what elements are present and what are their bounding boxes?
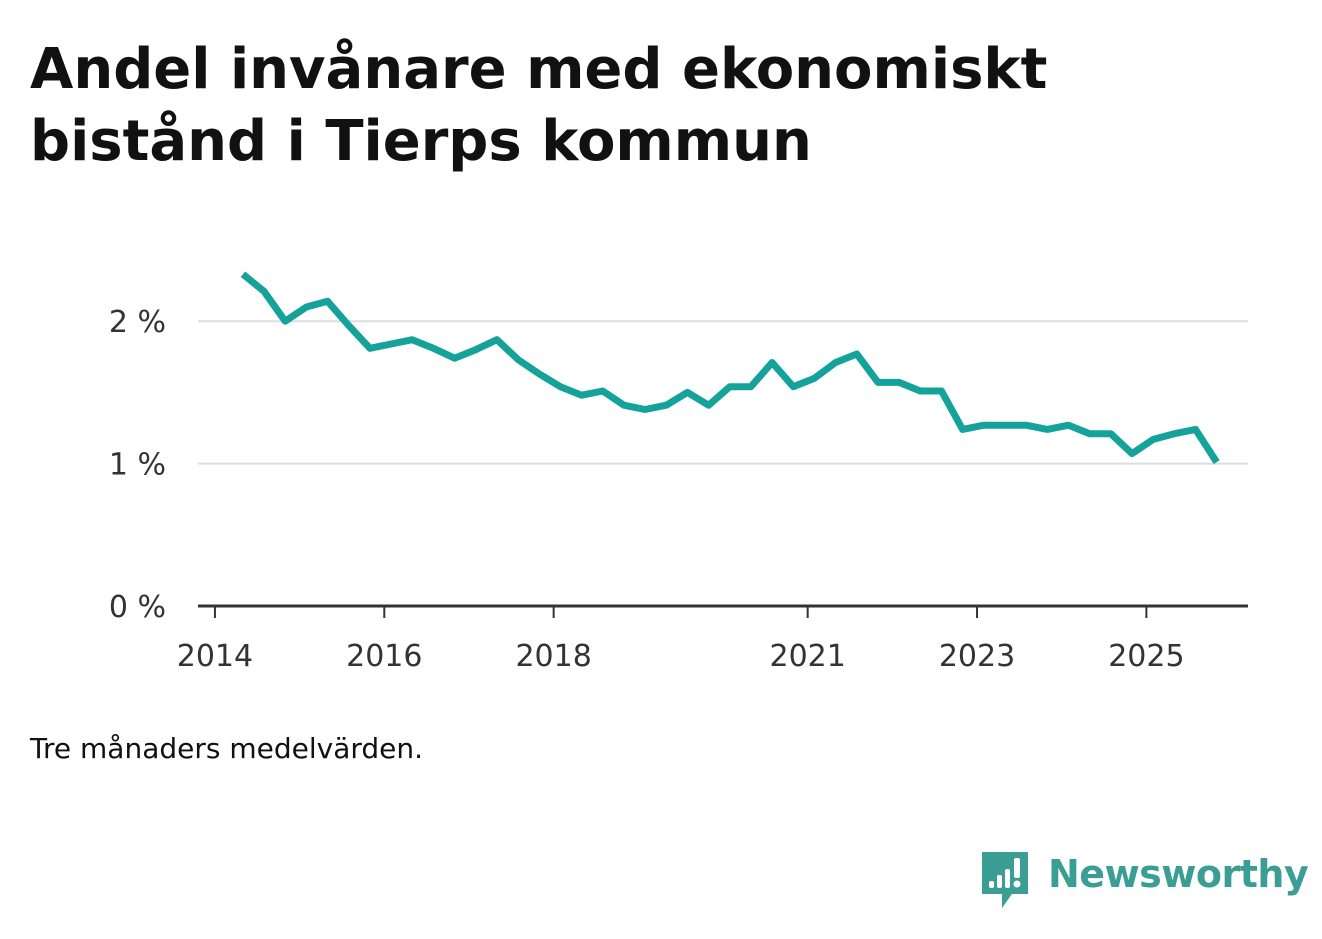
- data-point: [515, 357, 521, 363]
- data-point: [430, 345, 436, 351]
- series-line-0: [240, 271, 1220, 465]
- data-point: [452, 355, 458, 361]
- data-point: [981, 422, 987, 428]
- data-point: [769, 360, 775, 366]
- data-point: [388, 341, 394, 347]
- data-point: [579, 392, 585, 398]
- newsworthy-chart-bubble-icon: [982, 852, 1028, 908]
- data-point: [706, 402, 712, 408]
- data-point: [833, 360, 839, 366]
- data-point: [240, 271, 246, 277]
- data-point: [494, 337, 500, 343]
- data-point: [642, 407, 648, 413]
- data-point: [600, 388, 606, 394]
- chart-title: Andel invånare med ekonomiskt bistånd i …: [30, 37, 1048, 174]
- data-point: [536, 371, 542, 377]
- data-point: [367, 345, 373, 351]
- data-point: [409, 337, 415, 343]
- series-lines: [240, 271, 1220, 465]
- data-point: [473, 347, 479, 353]
- data-point: [1193, 426, 1199, 432]
- data-point: [748, 384, 754, 390]
- gridlines: [198, 320, 1248, 465]
- data-point: [325, 298, 331, 304]
- data-point: [303, 304, 309, 310]
- data-point: [1214, 459, 1220, 465]
- x-tick-label: 2025: [1108, 639, 1184, 674]
- data-point: [621, 402, 627, 408]
- data-point: [896, 379, 902, 385]
- x-tick-label: 2016: [346, 639, 422, 674]
- data-point: [557, 384, 563, 390]
- data-point: [1108, 431, 1114, 437]
- x-tick-label: 2018: [515, 639, 591, 674]
- data-point: [1171, 431, 1177, 437]
- data-point: [282, 318, 288, 324]
- data-point: [1066, 422, 1072, 428]
- x-axis: [198, 604, 1248, 618]
- data-point: [346, 323, 352, 329]
- x-tick-label: 2021: [769, 639, 845, 674]
- data-point: [960, 426, 966, 432]
- chart-footnote: Tre månaders medelvärden.: [30, 732, 424, 765]
- brand-logo-block: Newsworthy: [980, 850, 1309, 910]
- data-point: [790, 384, 796, 390]
- data-point: [1129, 451, 1135, 457]
- data-point: [1002, 422, 1008, 428]
- data-point: [727, 384, 733, 390]
- y-tick-label: 1 %: [109, 448, 166, 483]
- x-tick-labels: 2014 2016 2018 2021 2023 2025: [177, 639, 1185, 674]
- data-point: [812, 375, 818, 381]
- data-point: [261, 288, 267, 294]
- x-tick-label: 2014: [177, 639, 253, 674]
- y-tick-label: 0 %: [109, 590, 166, 625]
- data-point: [1044, 426, 1050, 432]
- data-point: [917, 388, 923, 394]
- data-point: [1150, 436, 1156, 442]
- brand-name: Newsworthy: [1048, 852, 1309, 896]
- data-point: [875, 379, 881, 385]
- data-point: [939, 388, 945, 394]
- data-point: [1023, 422, 1029, 428]
- data-point: [684, 389, 690, 395]
- data-point: [1087, 431, 1093, 437]
- data-point: [663, 402, 669, 408]
- line-chart: 0 % 1 % 2 % 2014 2016 2018 2021 2023 2025: [109, 271, 1248, 674]
- data-point: [854, 351, 860, 357]
- y-tick-label: 2 %: [109, 305, 166, 340]
- y-tick-labels: 0 % 1 % 2 %: [109, 305, 166, 625]
- x-tick-label: 2023: [939, 639, 1015, 674]
